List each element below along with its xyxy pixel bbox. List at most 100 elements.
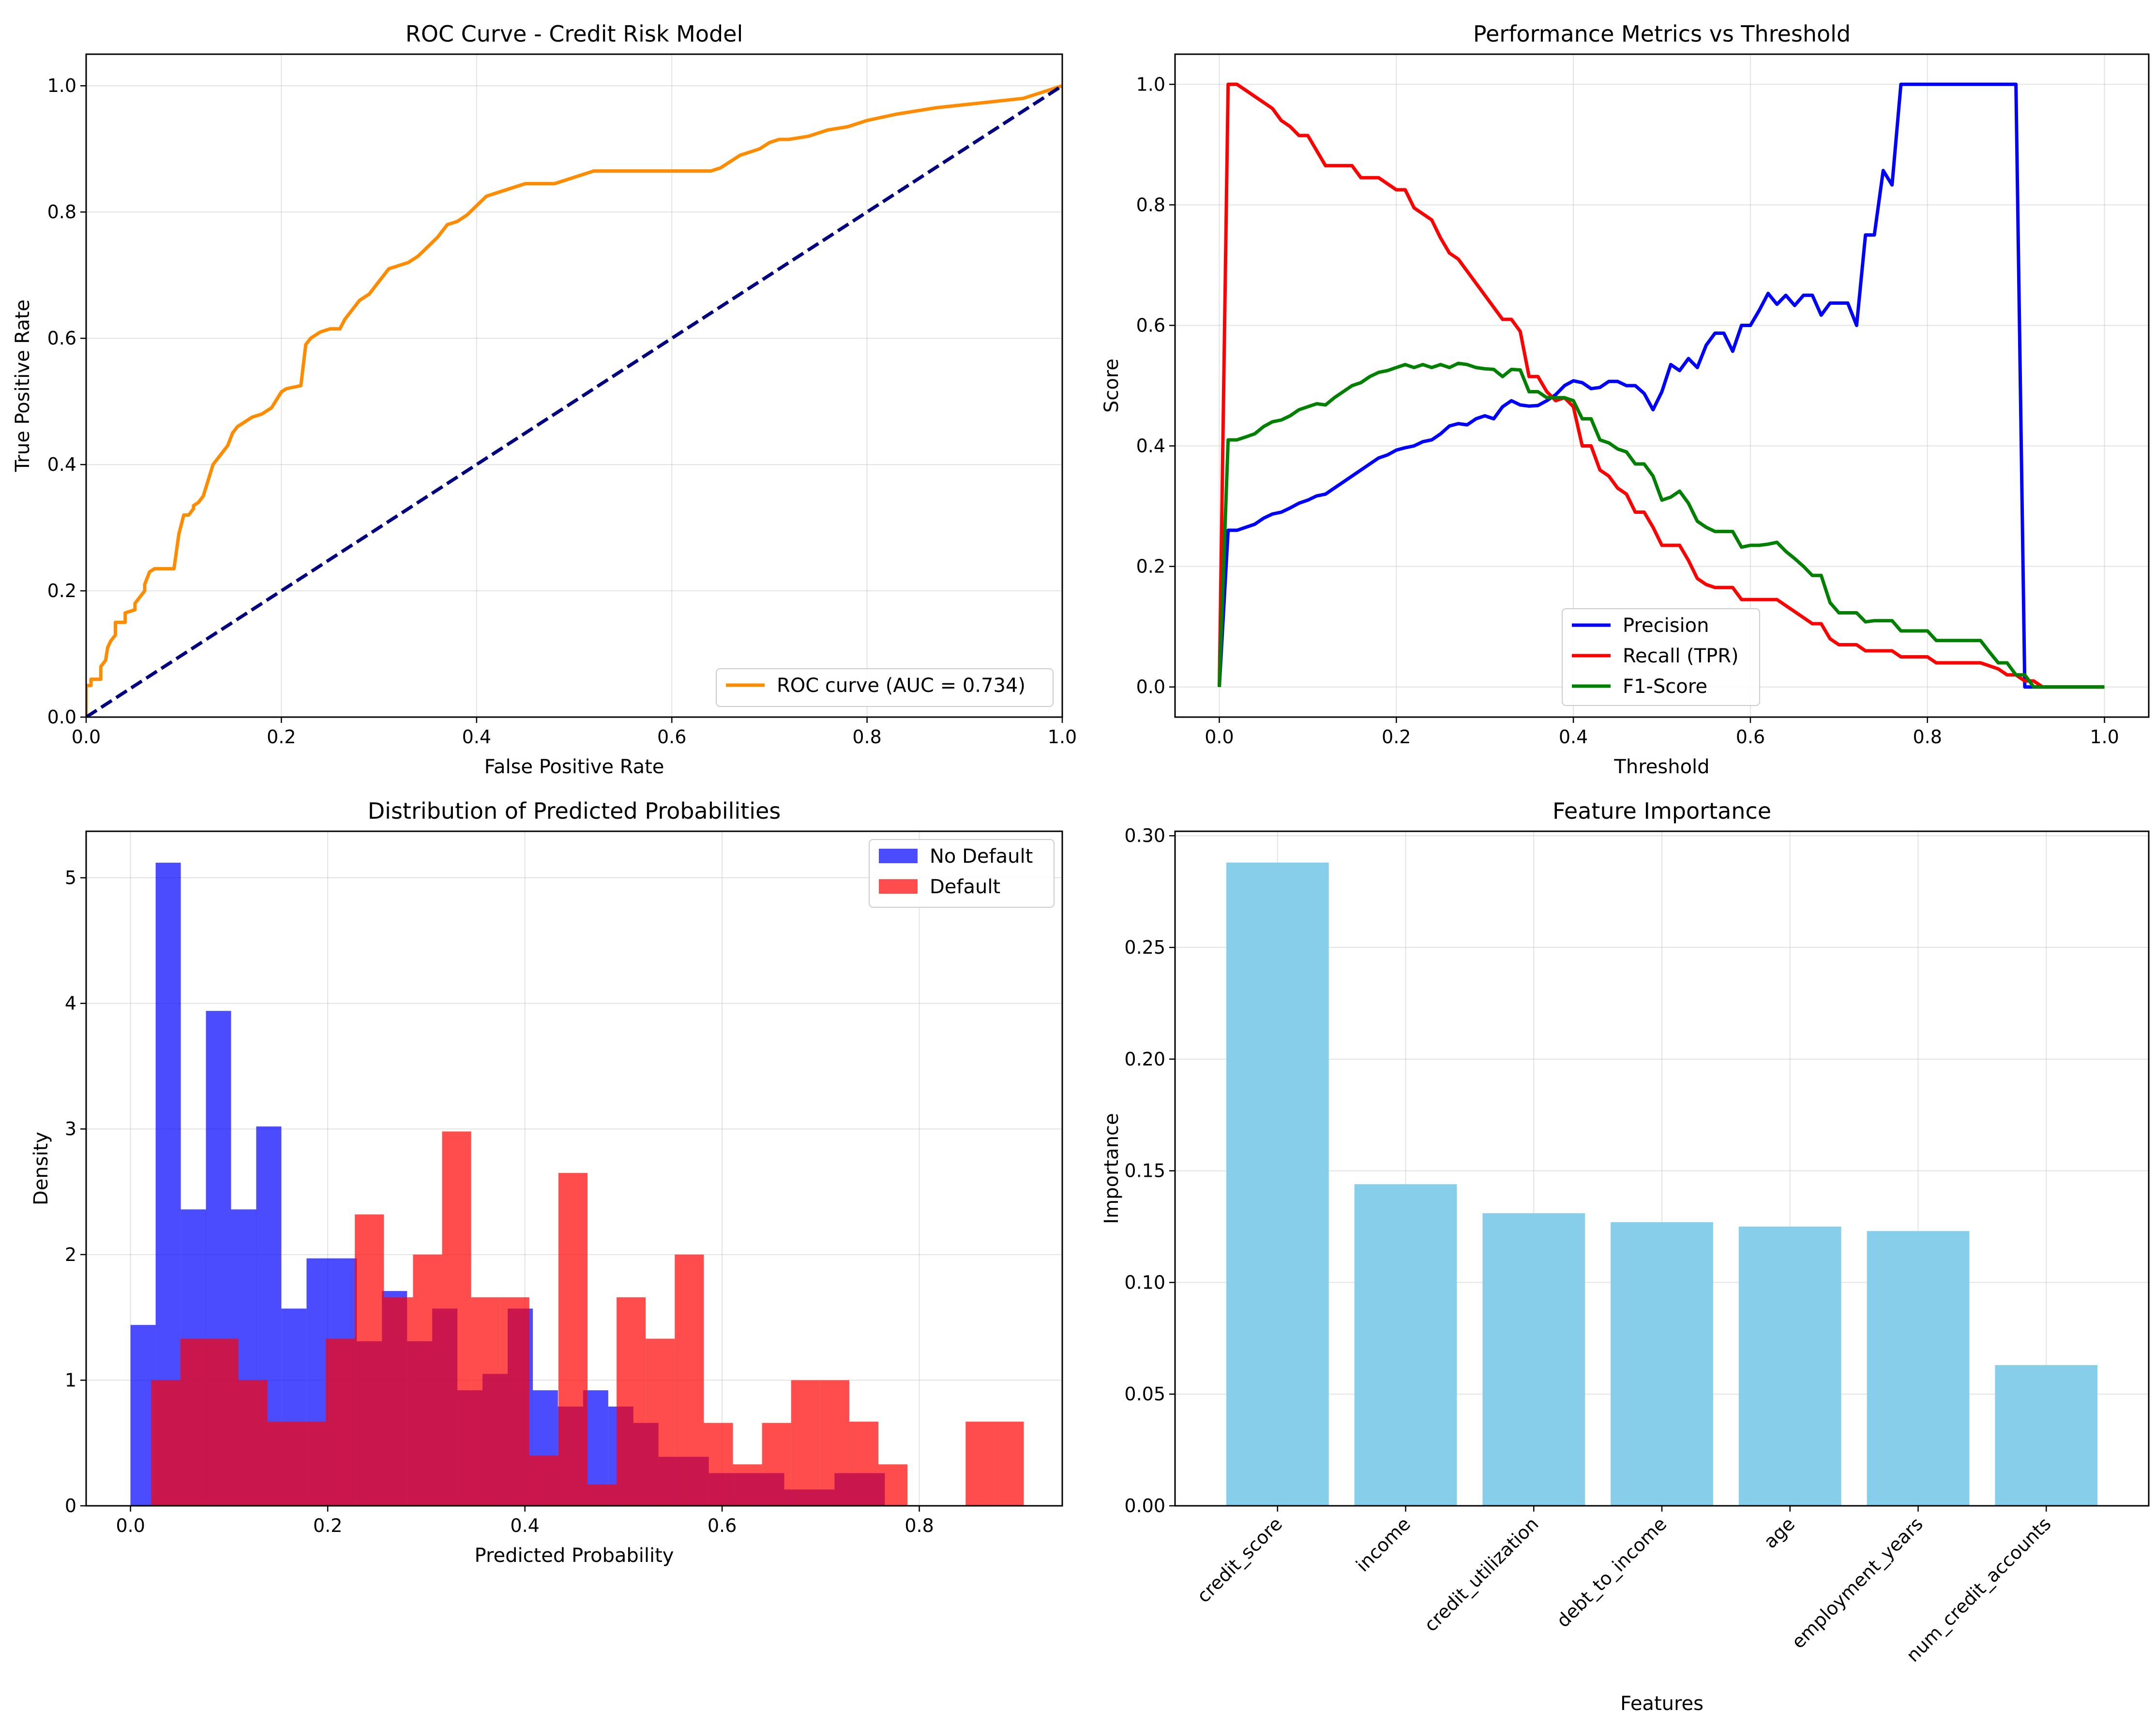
default-histogram-bar [442, 1131, 471, 1506]
x-tick-label: 1.0 [2090, 726, 2119, 748]
x-tick-label: 0.8 [1913, 726, 1942, 748]
legend-label: Precision [1623, 615, 1709, 637]
legend-label: No Default [930, 845, 1033, 868]
y-tick-label: 0.8 [1136, 194, 1165, 215]
default-histogram-bar [675, 1254, 704, 1506]
x-axis-label: Features [1620, 1693, 1704, 1715]
x-tick-label: 0.8 [905, 1515, 934, 1536]
default-histogram-bar [384, 1297, 413, 1506]
default-histogram-bar [588, 1484, 617, 1506]
y-tick-label: 0.2 [47, 580, 76, 601]
default-histogram-bar [878, 1464, 908, 1506]
y-tick-label: 0.4 [1136, 435, 1165, 457]
feature-importance-chart: 0.000.050.100.150.200.250.30credit_score… [1101, 798, 2150, 1715]
x-tick-label: 0.8 [852, 726, 881, 748]
y-tick-label: 0.25 [1124, 937, 1165, 958]
x-axis-label: Predicted Probability [475, 1545, 674, 1567]
x-axis-label: Threshold [1613, 756, 1709, 778]
x-tick-label: 0.6 [1736, 726, 1765, 748]
roc-chart: 0.0 0.2 0.4 0.6 0.8 1.0 0.0 0.2 0.4 0.6 0.8 1.0 ROC … [12, 21, 1077, 778]
y-tick-label: 1.0 [47, 75, 76, 96]
legend-patch-swatch [879, 879, 918, 894]
chart-title: Performance Metrics vs Threshold [1473, 21, 1851, 47]
x-tick-label: 0.0 [72, 726, 101, 748]
x-tick-label: 0.4 [462, 726, 491, 748]
default-histogram-bar [820, 1380, 849, 1506]
default-histogram-bar [617, 1297, 646, 1506]
feature-importance-bar [1226, 862, 1329, 1506]
y-tick-label: 0.6 [1136, 315, 1165, 336]
y-tick-label: 0.05 [1124, 1383, 1165, 1405]
feature-importance-bar [1482, 1213, 1585, 1506]
x-tick-label: 0.6 [708, 1515, 737, 1536]
default-histogram-bar [326, 1338, 355, 1506]
y-axis-label: Score [1101, 359, 1123, 413]
y-tick-label: 0.0 [47, 706, 76, 728]
default-histogram-bar [413, 1254, 442, 1506]
default-histogram-bar [791, 1380, 820, 1506]
x-tick-label: 0.0 [1205, 726, 1234, 748]
axes-frame [85, 830, 1063, 1507]
y-axis-label: True Positive Rate [12, 300, 34, 472]
legend-label: Recall (TPR) [1623, 645, 1739, 667]
legend-label: Default [930, 876, 1000, 898]
default-histogram-bar [238, 1380, 268, 1506]
x-tick-label: 0.2 [1382, 726, 1411, 748]
legend-box [1562, 608, 1760, 706]
y-axis-label: Importance [1101, 1113, 1123, 1224]
default-histogram-bar [529, 1455, 558, 1506]
y-tick-label: 0.00 [1124, 1495, 1165, 1516]
axes-frame [85, 53, 1063, 718]
axes-frame [1174, 830, 2150, 1507]
y-tick-label: 0.2 [1136, 556, 1165, 577]
y-tick-label: 0.0 [1136, 676, 1165, 698]
y-tick-label: 0.15 [1124, 1160, 1165, 1182]
chart-title: Feature Importance [1553, 798, 1771, 824]
default-histogram-bar [180, 1338, 210, 1506]
x-tick-label: 0.4 [510, 1515, 539, 1536]
y-tick-label: 0 [65, 1495, 76, 1516]
metrics-threshold-chart: 0.0 0.2 0.4 0.6 0.8 1.0 0.0 0.2 0.4 0.6 0.8 1.0 Perf… [1101, 21, 2150, 778]
legend-label: F1-Score [1623, 675, 1707, 698]
default-histogram-bar [500, 1297, 529, 1506]
default-histogram-bar [704, 1423, 733, 1506]
x-tick-label: 0.0 [116, 1515, 145, 1536]
random-baseline-line [86, 84, 1062, 717]
legend-patch-swatch [879, 849, 918, 863]
default-histogram-bar [965, 1422, 995, 1506]
y-tick-label: 4 [65, 993, 76, 1014]
y-tick-label: 0.6 [47, 328, 76, 349]
feature-importance-bar [1354, 1184, 1457, 1506]
y-tick-label: 0.10 [1124, 1272, 1165, 1293]
y-tick-label: 5 [65, 867, 76, 888]
y-tick-label: 0.30 [1124, 825, 1165, 846]
feature-importance-bar [1738, 1227, 1841, 1506]
feature-importance-bar [1995, 1365, 2098, 1506]
y-axis-label: Density [30, 1132, 52, 1205]
probability-distribution-chart: 0.0 0.2 0.4 0.6 0.8 0 1 2 3 4 5 Distribution of Pre… [30, 798, 1063, 1567]
x-axis-label: False Positive Rate [484, 756, 664, 778]
y-tick-label: 1 [65, 1369, 76, 1391]
y-tick-label: 0.8 [47, 201, 76, 223]
x-tick-label: 1.0 [1048, 726, 1077, 748]
f1-score-line [1218, 361, 2105, 689]
default-histogram-bar [297, 1422, 326, 1506]
y-tick-label: 2 [65, 1244, 76, 1265]
legend-box [716, 668, 1054, 707]
x-tick-label: 0.6 [657, 726, 686, 748]
y-tick-label: 0.4 [47, 454, 76, 475]
chart-title: Distribution of Predicted Probabilities [368, 798, 781, 824]
feature-importance-bar [1867, 1231, 1970, 1506]
y-tick-label: 0.20 [1124, 1049, 1165, 1070]
roc-curve-line [86, 84, 1062, 717]
default-histogram-bar [267, 1422, 297, 1506]
default-histogram-bar [471, 1297, 500, 1506]
legend-label: ROC curve (AUC = 0.734) [777, 675, 1025, 697]
default-histogram-bar [849, 1422, 878, 1506]
default-histogram-bar [762, 1423, 791, 1506]
default-histogram-bar [995, 1422, 1024, 1506]
default-histogram-bar [646, 1338, 675, 1506]
recall-line [1218, 82, 2105, 689]
default-histogram-bar [151, 1380, 181, 1506]
